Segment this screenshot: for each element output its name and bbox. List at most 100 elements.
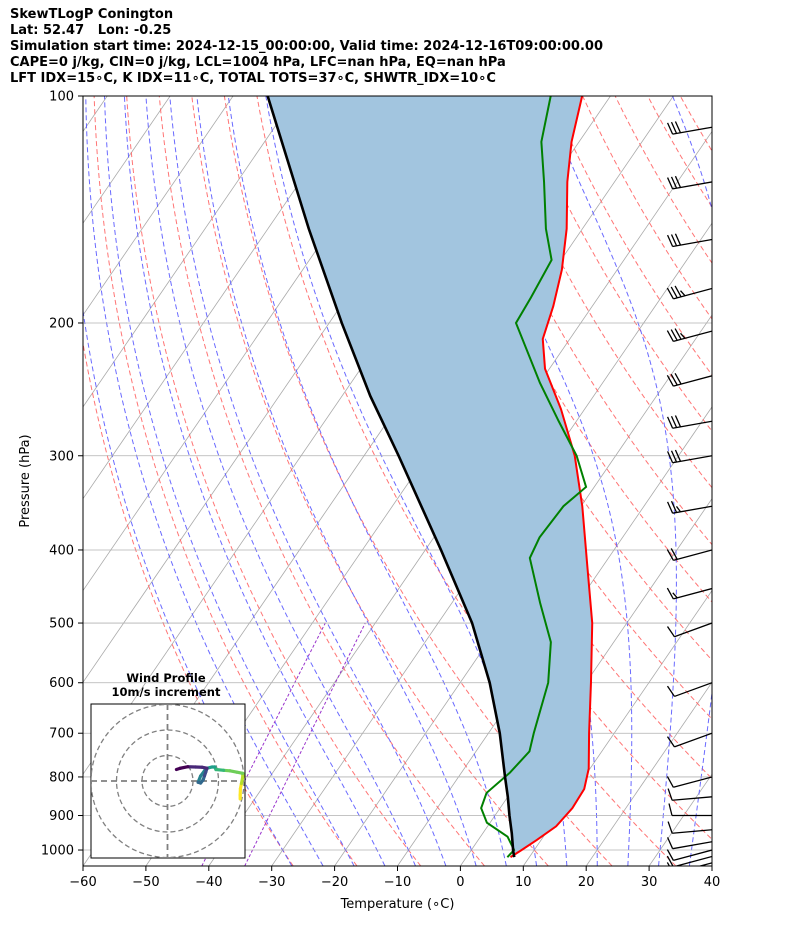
wind-barb [666,682,712,698]
title-station: SkewTLogP Conington [10,7,174,22]
wind-barb-flag [666,855,674,866]
wind-barb-flag [667,788,673,801]
wind-barb-shaft [673,375,712,387]
wind-barb-shaft [672,841,712,850]
wind-barb [666,233,712,248]
moist-adiabat-line [542,96,677,866]
parcel-fill-area [267,96,593,858]
dry-adiabat-line [582,96,712,320]
isotherm-line [83,96,297,408]
wind-barb-flag [666,685,675,697]
wind-barbs [666,121,712,866]
wind-barb-shaft [672,455,712,464]
wind-barb-shaft [672,420,712,429]
x-tick-label: −40 [195,875,222,890]
wind-barb-flag [668,803,673,816]
dewpoint-line [480,96,588,858]
wind-barb-flag [666,776,674,788]
wind-barb-flag [674,175,682,188]
wind-barb-flag [666,587,674,600]
cape-cin-fill [267,96,593,858]
wind-barb-shaft [674,682,712,698]
wind-barb-flag [674,285,682,298]
mixing-ratio-lines [201,622,366,866]
wind-barb-shaft [674,855,712,866]
wind-barb-shaft [672,126,712,135]
wind-barb-shaft [673,776,712,788]
moist-adiabat-line [83,307,293,866]
wind-barb [667,788,712,801]
isotherm-line [522,589,712,866]
wind-barb-flag [670,500,678,513]
x-tick-label: 10 [515,875,532,890]
moist-adiabat-line [104,96,355,866]
dry-adiabat-line [713,96,794,866]
y-tick-label: 700 [49,727,74,742]
moist-adiabat-line [720,96,794,866]
moist-adiabat-line [145,96,416,866]
isotherm-line [83,96,234,316]
wind-barb [666,548,712,561]
axes: −60 −50 −40 −30 −20 −10 0 10 20 30 40 1000 900 800 700… [18,90,720,913]
dry-adiabat-line [745,96,794,866]
dry-adiabat-line [158,96,485,866]
wind-barb [666,175,712,190]
wind-barb [666,285,712,300]
wind-barb-shaft [672,238,712,248]
wind-barb-flag [674,415,682,428]
wind-barb [666,837,712,850]
isotherm-line [775,96,794,866]
wind-barb-shaft [697,862,712,866]
x-axis-label: Temperature (∘C) [340,897,455,912]
wind-barb-shaft [672,829,712,834]
isotherm-line [585,681,712,866]
title-indices-2: LFT IDX=15∘C, K IDX=11∘C, TOTAL TOTS=37∘… [10,71,496,86]
moist-adiabat-line [123,96,386,866]
x-tick-label: 0 [456,875,464,890]
moist-adiabat-line [85,96,324,866]
y-tick-label: 800 [49,770,74,785]
wind-barb-flag [670,373,678,386]
y-tick-label: 400 [49,543,74,558]
dry-adiabat-line [256,96,677,866]
wind-barb [666,862,712,866]
wind-barb [667,821,712,834]
x-tick-label: −60 [69,875,96,890]
title-times: Simulation start time: 2024-12-15_00:00:… [10,39,603,54]
wind-barb-flag [667,821,673,834]
mixing-ratio-line [244,622,366,866]
wind-barb-flag [666,862,671,866]
dry-adiabat-line [679,96,712,152]
wind-barb-shaft [672,505,712,514]
hodograph-title: Wind Profile [126,671,206,685]
wind-barb [666,849,712,862]
y-tick-label: 300 [49,449,74,464]
dry-adiabat-line [778,96,794,866]
hodograph-plot [91,704,245,858]
wind-barb-flag [674,233,682,246]
isotherm-line [83,96,360,500]
x-tick-label: 40 [704,875,721,890]
moist-adiabat-line [227,96,507,866]
dry-adiabat-line [83,340,294,866]
dry-adiabat-line [321,96,712,780]
y-tick-label: 900 [49,809,74,824]
dry-adiabat-line [191,96,549,866]
x-tick-label: −10 [384,875,411,890]
x-tick-label: −30 [258,875,285,890]
wind-barb-flag [666,736,675,748]
wind-barb [666,500,712,514]
wind-barb-flag [670,286,678,299]
moist-adiabat-line [672,96,712,866]
dry-adiabat-line [126,96,422,866]
wind-barb-flag [674,121,682,134]
wind-barb-flag [666,451,674,463]
wind-barb-flag [675,506,682,513]
wind-barb-flag [680,290,686,297]
moist-adiabat-line [196,96,477,866]
wind-barb-shaft [674,732,712,748]
wind-barb-flag [666,501,674,514]
moist-adiabat-line [169,96,447,866]
sounding-series [266,96,594,858]
title-location: Lat: 52.47 Lon: -0.25 [10,23,172,38]
